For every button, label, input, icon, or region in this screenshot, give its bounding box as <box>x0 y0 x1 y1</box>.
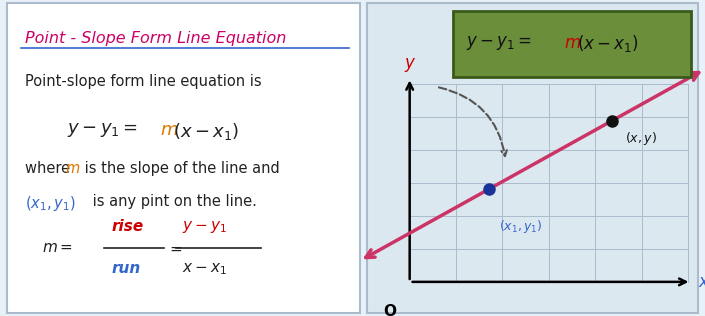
Text: $=$: $=$ <box>168 240 183 255</box>
Text: $(x, y)$: $(x, y)$ <box>625 130 657 147</box>
Text: $y - y_1 = $: $y - y_1 = $ <box>466 34 532 52</box>
Text: $x - x_1$: $x - x_1$ <box>182 261 226 277</box>
Text: where: where <box>25 161 75 176</box>
Text: x: x <box>698 273 705 291</box>
Text: $m$: $m$ <box>161 121 178 139</box>
Text: Point-slope form line equation is: Point-slope form line equation is <box>25 74 262 89</box>
Text: is the slope of the line and: is the slope of the line and <box>80 161 280 176</box>
Text: $m$: $m$ <box>65 161 80 176</box>
Text: rise: rise <box>111 219 143 234</box>
Text: Point - Slope Form Line Equation: Point - Slope Form Line Equation <box>25 31 286 46</box>
Text: $(x - x_1)$: $(x - x_1)$ <box>577 33 639 54</box>
Text: $y - y_1 = $: $y - y_1 = $ <box>67 121 138 139</box>
Text: run: run <box>111 261 140 276</box>
Text: $y - y_1$: $y - y_1$ <box>182 219 226 235</box>
Text: $m =$: $m =$ <box>42 240 73 255</box>
FancyBboxPatch shape <box>367 3 698 313</box>
FancyBboxPatch shape <box>453 11 692 77</box>
Text: is any pint on the line.: is any pint on the line. <box>88 194 257 209</box>
Text: $m$: $m$ <box>564 34 581 52</box>
Text: y: y <box>405 54 415 72</box>
Text: $(x - x_1)$: $(x - x_1)$ <box>173 121 240 142</box>
FancyBboxPatch shape <box>7 3 360 313</box>
Text: $(x_1, y_1)$: $(x_1, y_1)$ <box>25 194 75 213</box>
Text: $(x_1, y_1)$: $(x_1, y_1)$ <box>499 218 543 235</box>
Text: O: O <box>384 304 396 316</box>
